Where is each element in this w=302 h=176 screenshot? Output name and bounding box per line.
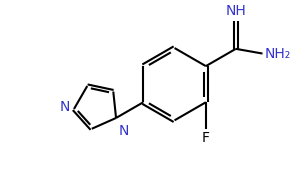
Text: N: N bbox=[119, 124, 129, 138]
Text: NH: NH bbox=[225, 4, 246, 18]
Text: NH₂: NH₂ bbox=[264, 46, 291, 61]
Text: N: N bbox=[60, 100, 70, 114]
Text: F: F bbox=[202, 131, 210, 146]
